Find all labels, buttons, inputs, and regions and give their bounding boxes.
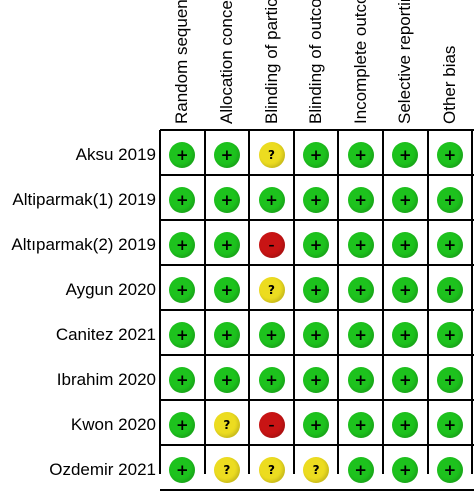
low-risk-mark: + bbox=[213, 142, 240, 168]
grid-vertical-line bbox=[382, 130, 384, 474]
low-risk-mark: + bbox=[169, 457, 196, 483]
low-risk-mark: + bbox=[303, 187, 330, 213]
low-risk-mark: + bbox=[392, 457, 419, 483]
study-label: Ibrahim 2020 bbox=[56, 370, 156, 389]
low-risk-mark: + bbox=[436, 412, 463, 438]
low-risk-mark: + bbox=[392, 322, 419, 348]
low-risk-mark: + bbox=[303, 367, 330, 393]
low-risk-mark: + bbox=[169, 412, 196, 438]
grid-horizontal-line bbox=[160, 174, 474, 176]
grid-vertical-line bbox=[426, 130, 429, 474]
low-risk-mark: + bbox=[392, 367, 419, 393]
low-risk-mark: + bbox=[303, 322, 330, 348]
low-risk-mark: + bbox=[303, 412, 330, 438]
study-label: Canitez 2021 bbox=[55, 325, 156, 344]
low-risk-mark: + bbox=[169, 142, 196, 168]
grid-vertical-line bbox=[292, 130, 295, 474]
domain-label: Incomplete outcome data (attrition bias) bbox=[351, 0, 371, 124]
low-risk-mark: + bbox=[347, 322, 374, 348]
study-label: Altiparmak(1) 2019 bbox=[12, 190, 156, 209]
low-risk-mark: + bbox=[258, 367, 285, 393]
domain-label: Blinding of participants and personnel (… bbox=[262, 0, 282, 124]
low-risk-mark: + bbox=[347, 232, 374, 258]
low-risk-mark: + bbox=[169, 322, 196, 348]
low-risk-mark: + bbox=[169, 367, 196, 393]
low-risk-mark: + bbox=[392, 187, 419, 213]
grid-vertical-line bbox=[471, 130, 474, 474]
grid-vertical-line bbox=[248, 130, 251, 474]
unclear-risk-mark: ? bbox=[303, 457, 330, 483]
grid-horizontal-line bbox=[160, 399, 474, 401]
low-risk-mark: + bbox=[392, 412, 419, 438]
study-label: Ozdemir 2021 bbox=[49, 460, 156, 479]
domain-label: Other bias bbox=[439, 45, 459, 124]
low-risk-mark: + bbox=[436, 277, 463, 303]
low-risk-mark: + bbox=[169, 187, 196, 213]
low-risk-mark: + bbox=[213, 232, 240, 258]
domain-label: Allocation concealment (selection bias) bbox=[217, 0, 237, 124]
low-risk-mark: + bbox=[347, 277, 374, 303]
low-risk-mark: + bbox=[347, 142, 374, 168]
unclear-risk-mark: ? bbox=[213, 412, 240, 438]
low-risk-mark: + bbox=[347, 187, 374, 213]
grid-vertical-line bbox=[159, 130, 161, 474]
low-risk-mark: + bbox=[347, 367, 374, 393]
low-risk-mark: + bbox=[213, 322, 240, 348]
grid-vertical-line bbox=[203, 130, 206, 474]
unclear-risk-mark: ? bbox=[258, 277, 285, 303]
grid-horizontal-line bbox=[160, 444, 474, 446]
study-label: Aygun 2020 bbox=[65, 280, 156, 299]
grid-horizontal-line bbox=[160, 264, 474, 266]
study-label: Altıparmak(2) 2019 bbox=[11, 235, 156, 254]
low-risk-mark: + bbox=[213, 187, 240, 213]
grid-horizontal-line bbox=[160, 354, 474, 356]
high-risk-mark: – bbox=[258, 412, 285, 438]
low-risk-mark: + bbox=[436, 187, 463, 213]
grid-horizontal-line bbox=[160, 219, 474, 221]
low-risk-mark: + bbox=[347, 457, 374, 483]
low-risk-mark: + bbox=[436, 142, 463, 168]
low-risk-mark: + bbox=[303, 277, 330, 303]
study-label: Aksu 2019 bbox=[75, 145, 156, 164]
low-risk-mark: + bbox=[213, 367, 240, 393]
unclear-risk-mark: ? bbox=[258, 142, 285, 168]
low-risk-mark: + bbox=[436, 232, 463, 258]
risk-of-bias-summary: Random sequence generation (selection bi… bbox=[11, 0, 474, 491]
low-risk-mark: + bbox=[303, 232, 330, 258]
low-risk-mark: + bbox=[392, 277, 419, 303]
low-risk-mark: + bbox=[347, 412, 374, 438]
domain-label: Random sequence generation (selection bi… bbox=[172, 0, 192, 124]
low-risk-mark: + bbox=[436, 367, 463, 393]
low-risk-mark: + bbox=[303, 142, 330, 168]
study-label: Kwon 2020 bbox=[70, 415, 156, 434]
grid-horizontal-line bbox=[160, 309, 474, 311]
unclear-risk-mark: ? bbox=[258, 457, 285, 483]
low-risk-mark: + bbox=[213, 277, 240, 303]
low-risk-mark: + bbox=[169, 232, 196, 258]
grid-horizontal-line bbox=[160, 129, 474, 131]
low-risk-mark: + bbox=[392, 142, 419, 168]
domain-label: Blinding of outcome assessment (detectio… bbox=[306, 0, 326, 124]
unclear-risk-mark: ? bbox=[213, 457, 240, 483]
low-risk-mark: + bbox=[436, 322, 463, 348]
low-risk-mark: + bbox=[258, 187, 285, 213]
low-risk-mark: + bbox=[258, 322, 285, 348]
low-risk-mark: + bbox=[169, 277, 196, 303]
domain-label: Selective reporting (reporting bias) bbox=[395, 0, 415, 124]
low-risk-mark: + bbox=[392, 232, 419, 258]
low-risk-mark: + bbox=[436, 457, 463, 483]
grid-vertical-line bbox=[337, 130, 340, 474]
high-risk-mark: – bbox=[258, 232, 285, 258]
